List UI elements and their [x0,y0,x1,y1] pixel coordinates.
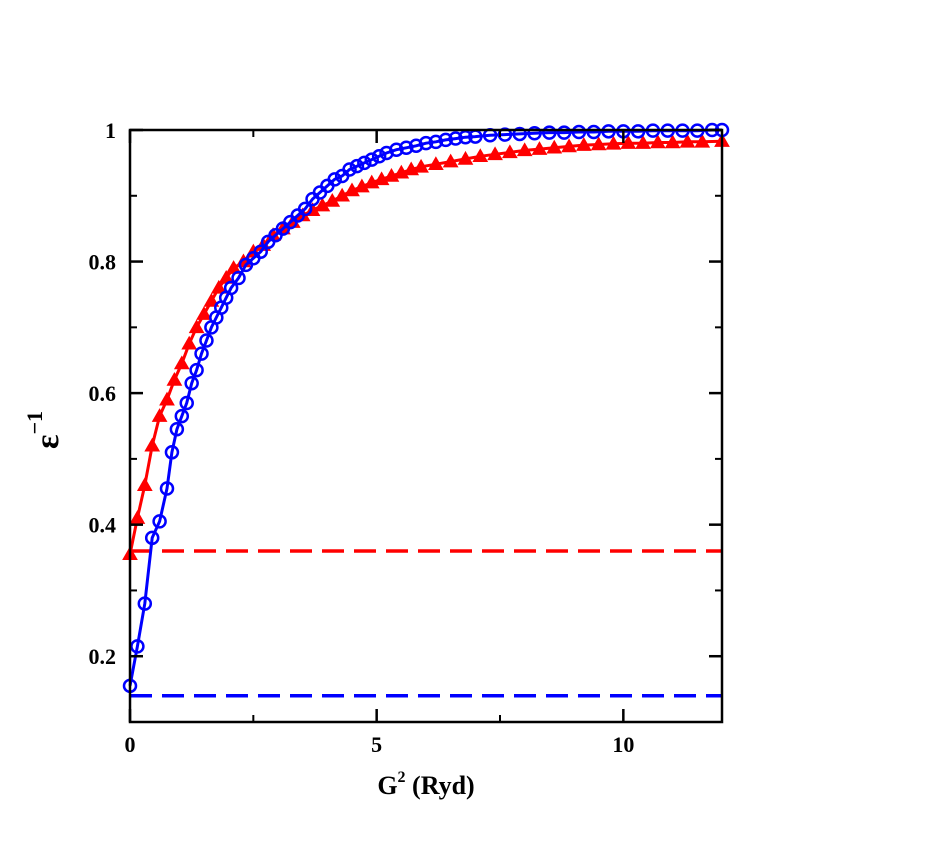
data-point [137,596,153,611]
data-point [457,150,474,165]
data-point [189,362,204,378]
axes [128,128,724,724]
data-point [635,135,651,149]
data-point [512,126,527,142]
data-point [210,279,227,294]
data-point [174,408,190,424]
data-point [556,125,572,140]
data-point [297,201,313,217]
ticks: 0 5 10 0.2 0.4 0.6 0.8 1 [89,118,722,757]
y-tick-label: 1 [105,118,116,143]
x-tick-label: 10 [612,732,634,757]
x-axis-label-rest: (Ryd) [406,771,475,800]
data-point [664,134,681,149]
data-point [561,138,577,153]
data-point [694,133,711,148]
data-point [571,124,587,140]
data-point [181,335,198,350]
data-point [327,172,342,187]
plot-frame [128,128,724,724]
reference-lines [130,549,722,698]
data-point [223,280,239,296]
x-tick-label: 5 [371,732,382,757]
data-point [144,437,161,452]
data-point [389,142,404,157]
data-point [527,126,542,141]
data-point [531,141,548,155]
data-point [576,137,592,151]
data-point [590,136,607,151]
data-point [601,124,616,139]
series-line-1 [128,128,722,687]
data-point [650,134,666,149]
data-point [342,162,357,177]
x-axis-label-base: G [377,771,397,800]
x-tick-label: 0 [125,732,136,757]
data-point [159,481,175,496]
data-point [413,158,429,173]
data-point [130,639,145,654]
data-point [448,131,463,146]
data-point [136,477,153,491]
data-point [169,422,185,437]
data-point [196,306,212,320]
data-point [144,530,160,546]
data-point [203,293,220,307]
data-point [231,270,246,286]
data-point [620,135,637,149]
y-axis-label-base: ε [29,435,66,450]
data-point [152,514,167,529]
data-point [546,139,563,154]
data-point [428,134,444,150]
data-point [354,178,370,193]
data-point [349,158,365,174]
data-point [184,375,199,391]
data-point [194,346,209,361]
series-layer [122,122,730,694]
data-point [428,156,444,170]
x-axis-label-sup: 2 [398,769,406,786]
series-1 [122,122,730,694]
series-line-0 [128,139,723,555]
y-tick-label: 0.8 [89,250,117,275]
y-tick-label: 0.2 [89,644,117,669]
series-0 [122,133,730,561]
y-tick-label: 0.4 [89,513,117,538]
data-point [159,391,175,406]
y-axis-label: ε−1 [22,411,66,449]
data-point [371,149,387,164]
x-axis-label: G2 (Ryd) [377,769,474,800]
data-point [586,124,601,140]
data-point [357,155,372,171]
data-point [151,408,168,422]
data-point [487,146,503,161]
data-point [129,510,146,524]
data-point [502,144,518,159]
data-point [164,445,180,460]
data-point [166,371,183,386]
data-point [179,395,194,411]
data-point [630,124,646,139]
data-point [408,138,424,154]
y-axis-label-sup: −1 [22,411,47,435]
data-point [364,152,379,167]
data-point [679,133,696,148]
data-point [188,319,205,334]
data-point [418,135,434,151]
data-point [516,142,533,157]
data-point [442,153,459,168]
data-point [173,355,190,370]
data-point [199,333,214,348]
data-point [472,148,489,163]
data-point [344,182,360,197]
data-point [253,244,268,259]
data-point [605,135,622,150]
y-tick-label: 0.6 [89,381,117,406]
data-point [542,125,557,140]
data-point [497,127,513,142]
data-point [438,132,453,148]
data-point [399,140,414,156]
